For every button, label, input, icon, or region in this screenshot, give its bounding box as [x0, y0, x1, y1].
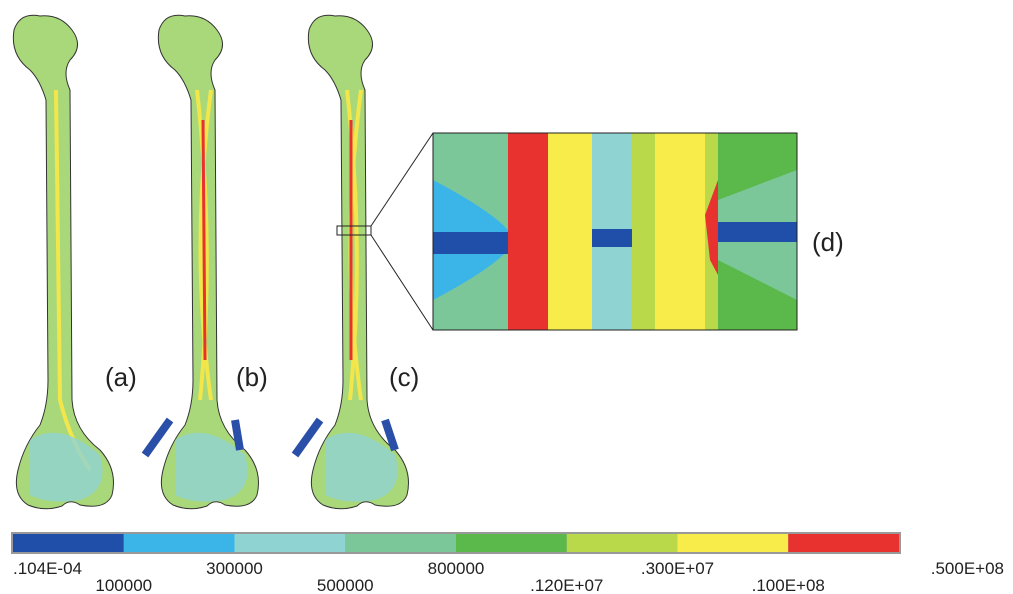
colorbar-label: 300000	[206, 559, 263, 578]
colorbar-bin	[235, 534, 346, 552]
colorbar-label: 800000	[428, 559, 485, 578]
colorbar-label: .500E+08	[931, 559, 1004, 578]
colorbar-bin	[567, 534, 678, 552]
bone-c	[295, 15, 409, 508]
colorbar-label: .104E-04	[13, 559, 82, 578]
colorbar-bin	[124, 534, 235, 552]
colorbar-label: .300E+07	[641, 559, 714, 578]
panel-label: (a)	[105, 362, 137, 392]
colorbar-bin	[678, 534, 789, 552]
colorbar-bin	[345, 534, 456, 552]
colorbar-bin	[788, 534, 899, 552]
bone-a	[13, 15, 113, 508]
panel-label: (b)	[236, 362, 268, 392]
colorbar-bin	[456, 534, 567, 552]
colorbar-label: .120E+07	[530, 576, 603, 594]
panel-label: (c)	[389, 362, 419, 392]
colorbar-label: .100E+08	[752, 576, 825, 594]
bone-b	[145, 15, 259, 508]
figure: (a) (b) (c) (d) .104E-04 100000 300000 5000…	[0, 0, 1013, 594]
colorbar: .104E-04 100000 300000 500000 800000 .120E+07…	[13, 534, 1004, 594]
colorbar-label: 100000	[95, 576, 152, 594]
colorbar-label: 500000	[317, 576, 374, 594]
colorbar-bin	[13, 534, 124, 552]
panel-label: (d)	[812, 227, 844, 257]
zoom	[337, 133, 797, 330]
